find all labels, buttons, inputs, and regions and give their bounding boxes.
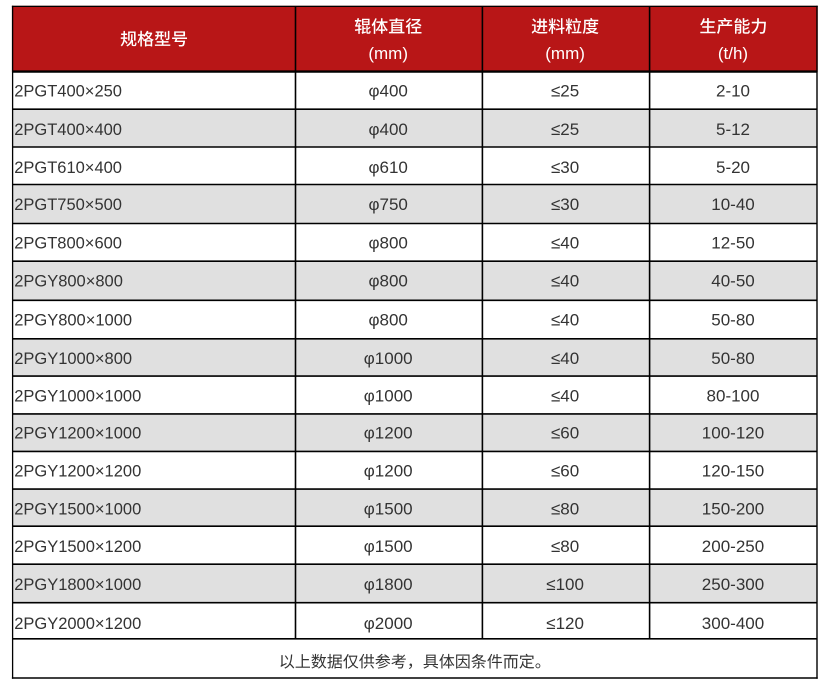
- svg-text:50-80: 50-80: [711, 349, 754, 368]
- svg-text:φ800: φ800: [369, 310, 408, 329]
- svg-text:2PGT610×400: 2PGT610×400: [14, 159, 122, 177]
- svg-text:50-80: 50-80: [711, 310, 754, 329]
- svg-text:2-10: 2-10: [716, 82, 750, 101]
- svg-text:200-250: 200-250: [702, 537, 764, 556]
- svg-text:2PGY1000×1000: 2PGY1000×1000: [14, 388, 141, 406]
- svg-text:φ1500: φ1500: [364, 499, 413, 518]
- svg-text:2PGY2000×1200: 2PGY2000×1200: [14, 615, 141, 633]
- svg-text:2PGY800×800: 2PGY800×800: [14, 272, 123, 290]
- svg-text:φ1000: φ1000: [364, 349, 413, 368]
- svg-text:2PGY1500×1200: 2PGY1500×1200: [14, 538, 141, 556]
- svg-text:≤60: ≤60: [551, 462, 579, 481]
- svg-text:5-20: 5-20: [716, 158, 750, 177]
- svg-text:φ800: φ800: [369, 271, 408, 290]
- svg-text:10-40: 10-40: [711, 195, 754, 214]
- svg-text:(mm): (mm): [368, 44, 408, 63]
- svg-text:250-300: 250-300: [702, 575, 764, 594]
- svg-text:φ1000: φ1000: [364, 387, 413, 406]
- svg-text:≤30: ≤30: [551, 195, 579, 214]
- svg-text:≤40: ≤40: [551, 387, 579, 406]
- svg-text:300-400: 300-400: [702, 614, 764, 633]
- svg-text:100-120: 100-120: [702, 424, 764, 443]
- svg-text:2PGY1500×1000: 2PGY1500×1000: [14, 500, 141, 518]
- svg-text:2PGT750×500: 2PGT750×500: [14, 196, 122, 214]
- svg-text:2PGY1000×800: 2PGY1000×800: [14, 350, 132, 368]
- svg-text:2PGY1200×1200: 2PGY1200×1200: [14, 463, 141, 481]
- svg-text:φ800: φ800: [369, 234, 408, 253]
- svg-text:40-50: 40-50: [711, 271, 754, 290]
- svg-text:φ1500: φ1500: [364, 537, 413, 556]
- svg-text:(t/h): (t/h): [718, 44, 748, 63]
- svg-text:≤25: ≤25: [551, 120, 579, 139]
- svg-text:2PGT400×400: 2PGT400×400: [14, 121, 122, 139]
- svg-text:2PGY800×1000: 2PGY800×1000: [14, 311, 132, 329]
- svg-text:≤40: ≤40: [551, 349, 579, 368]
- svg-text:φ400: φ400: [369, 82, 408, 101]
- svg-text:≤30: ≤30: [551, 158, 579, 177]
- svg-text:2PGT400×250: 2PGT400×250: [14, 83, 122, 101]
- svg-text:120-150: 120-150: [702, 462, 764, 481]
- svg-text:150-200: 150-200: [702, 499, 764, 518]
- svg-text:≤60: ≤60: [551, 424, 579, 443]
- svg-text:(mm): (mm): [545, 44, 585, 63]
- svg-text:≤40: ≤40: [551, 310, 579, 329]
- svg-text:≤80: ≤80: [551, 537, 579, 556]
- svg-text:5-12: 5-12: [716, 120, 750, 139]
- svg-text:φ1200: φ1200: [364, 424, 413, 443]
- svg-text:φ400: φ400: [369, 120, 408, 139]
- svg-text:2PGY1200×1000: 2PGY1200×1000: [14, 425, 141, 443]
- svg-text:2PGT800×600: 2PGT800×600: [14, 235, 122, 253]
- svg-text:≤120: ≤120: [546, 614, 584, 633]
- svg-text:≤80: ≤80: [551, 499, 579, 518]
- svg-text:≤100: ≤100: [546, 575, 584, 594]
- svg-text:≤40: ≤40: [551, 234, 579, 253]
- svg-text:12-50: 12-50: [711, 234, 754, 253]
- svg-text:φ2000: φ2000: [364, 614, 413, 633]
- svg-text:≤25: ≤25: [551, 82, 579, 101]
- svg-text:φ610: φ610: [369, 158, 408, 177]
- svg-text:2PGY1800×1000: 2PGY1800×1000: [14, 576, 141, 594]
- svg-text:φ1200: φ1200: [364, 462, 413, 481]
- svg-text:80-100: 80-100: [707, 387, 760, 406]
- svg-text:φ1800: φ1800: [364, 575, 413, 594]
- svg-text:φ750: φ750: [369, 195, 408, 214]
- svg-text:≤40: ≤40: [551, 271, 579, 290]
